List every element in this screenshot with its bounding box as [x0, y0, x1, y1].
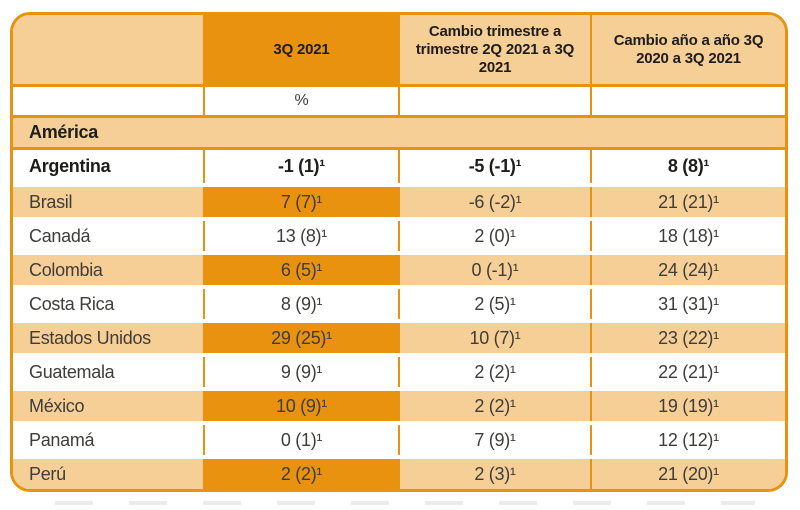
country-label: Guatemala: [13, 357, 203, 387]
value-qoq: 2 (2)¹: [398, 357, 590, 387]
value-q3: 10 (9)¹: [203, 391, 398, 421]
value-yoy: 19 (19)¹: [590, 391, 785, 421]
unit-empty-cell: [13, 87, 203, 115]
table-row-estados-unidos: Estados Unidos 29 (25)¹ 10 (7)¹ 23 (22)¹: [13, 323, 785, 353]
table-row-brasil: Brasil 7 (7)¹ -6 (-2)¹ 21 (21)¹: [13, 187, 785, 217]
unit-row: %: [13, 87, 785, 115]
unit-divider: [13, 115, 785, 118]
table-row-argentina: Argentina -1 (1)¹ -5 (-1)¹ 8 (8)¹: [13, 150, 785, 183]
table-row-costa-rica: Costa Rica 8 (9)¹ 2 (5)¹ 31 (31)¹: [13, 289, 785, 319]
value-q3: 9 (9)¹: [203, 357, 398, 387]
country-label: Perú: [13, 459, 203, 489]
value-yoy: 21 (21)¹: [590, 187, 785, 217]
country-label: Argentina: [13, 150, 203, 183]
value-qoq: -6 (-2)¹: [398, 187, 590, 217]
cropped-footnote-remnant: [55, 501, 755, 505]
value-q3: -1 (1)¹: [203, 150, 398, 183]
table-row-panama: Panamá 0 (1)¹ 7 (9)¹ 12 (12)¹: [13, 425, 785, 455]
country-label: Brasil: [13, 187, 203, 217]
country-label: Panamá: [13, 425, 203, 455]
value-qoq: 2 (3)¹: [398, 459, 590, 489]
header-yoy-change: Cambio año a año 3Q 2020 a 3Q 2021: [590, 15, 785, 84]
value-qoq: -5 (-1)¹: [398, 150, 590, 183]
country-label: Colombia: [13, 255, 203, 285]
table-header-row: 3Q 2021 Cambio trimestre a trimestre 2Q …: [13, 15, 785, 84]
country-label: México: [13, 391, 203, 421]
section-divider: [13, 147, 785, 150]
header-empty-cell: [13, 15, 203, 84]
value-yoy: 8 (8)¹: [590, 150, 785, 183]
value-q3: 8 (9)¹: [203, 289, 398, 319]
value-yoy: 18 (18)¹: [590, 221, 785, 251]
value-yoy: 12 (12)¹: [590, 425, 785, 455]
value-qoq: 7 (9)¹: [398, 425, 590, 455]
table-row-peru: Perú 2 (2)¹ 2 (3)¹ 21 (20)¹: [13, 459, 785, 489]
unit-empty-cell: [590, 87, 785, 115]
value-yoy: 23 (22)¹: [590, 323, 785, 353]
header-qoq-change: Cambio trimestre a trimestre 2Q 2021 a 3…: [398, 15, 590, 84]
table-row-canada: Canadá 13 (8)¹ 2 (0)¹ 18 (18)¹: [13, 221, 785, 251]
value-yoy: 24 (24)¹: [590, 255, 785, 285]
value-yoy: 31 (31)¹: [590, 289, 785, 319]
unit-empty-cell: [398, 87, 590, 115]
value-q3: 2 (2)¹: [203, 459, 398, 489]
table-row-mexico: México 10 (9)¹ 2 (2)¹ 19 (19)¹: [13, 391, 785, 421]
country-label: Estados Unidos: [13, 323, 203, 353]
unit-percent-label: %: [203, 87, 398, 115]
value-q3: 6 (5)¹: [203, 255, 398, 285]
country-label: Costa Rica: [13, 289, 203, 319]
header-3q-2021: 3Q 2021: [203, 15, 398, 84]
table-row-guatemala: Guatemala 9 (9)¹ 2 (2)¹ 22 (21)¹: [13, 357, 785, 387]
value-q3: 29 (25)¹: [203, 323, 398, 353]
value-q3: 13 (8)¹: [203, 221, 398, 251]
value-q3: 7 (7)¹: [203, 187, 398, 217]
data-table: 3Q 2021 Cambio trimestre a trimestre 2Q …: [10, 12, 788, 492]
section-header-america: América: [13, 118, 785, 147]
value-qoq: 0 (-1)¹: [398, 255, 590, 285]
value-qoq: 2 (0)¹: [398, 221, 590, 251]
header-divider: [13, 84, 785, 87]
value-qoq: 10 (7)¹: [398, 323, 590, 353]
value-yoy: 22 (21)¹: [590, 357, 785, 387]
value-qoq: 2 (2)¹: [398, 391, 590, 421]
value-q3: 0 (1)¹: [203, 425, 398, 455]
table-row-colombia: Colombia 6 (5)¹ 0 (-1)¹ 24 (24)¹: [13, 255, 785, 285]
value-qoq: 2 (5)¹: [398, 289, 590, 319]
country-label: Canadá: [13, 221, 203, 251]
value-yoy: 21 (20)¹: [590, 459, 785, 489]
